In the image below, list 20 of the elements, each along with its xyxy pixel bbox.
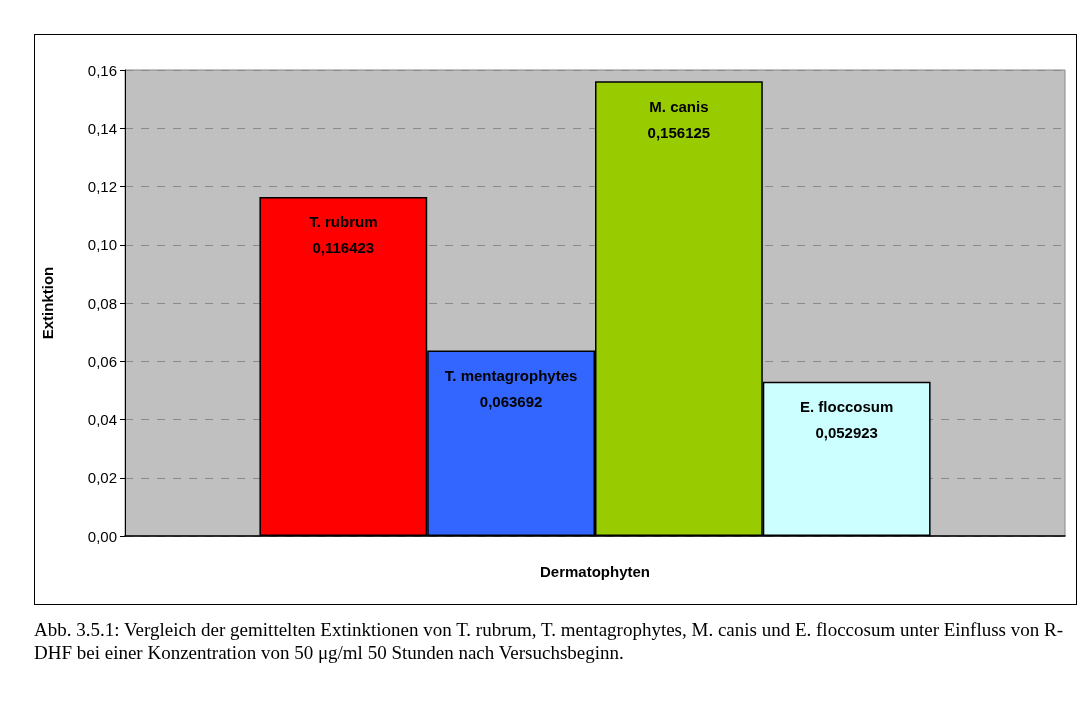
y-tick-label: 0,16 [87, 61, 117, 79]
y-tick-label: 0,04 [87, 411, 117, 428]
caption: Abb. 3.5.1: Vergleich der gemittelten Extinktionen von T. rubrum, T. mentagrophytes, M. canis und E. floccosum unter Einfluss von R-DHF bei einer Konzentration von 50 μg/ml 50 Stunden nach Versuchsbeginn. [34, 618, 1064, 664]
y-tick-label: 0,12 [87, 178, 117, 195]
series-label: M. canis [649, 97, 709, 115]
x-axis-title: Dermatophyten [539, 563, 651, 580]
y-axis-title: Extinktion [39, 266, 56, 340]
y-tick-label: 0,14 [87, 119, 117, 137]
data-label: 0,116423 [312, 239, 375, 257]
y-tick-label: 0,02 [87, 469, 117, 487]
series-label: E. floccosum [800, 398, 894, 416]
series-label: T. mentagrophytes [444, 367, 578, 384]
series-label: T. rubrum [309, 213, 378, 231]
data-label: 0,052923 [815, 424, 878, 442]
y-tick-label: 0,06 [87, 352, 117, 370]
y-tick-label: 0,08 [87, 294, 117, 312]
y-tick-label: 0,10 [87, 236, 117, 254]
data-label: 0,063692 [479, 393, 543, 410]
data-label: 0,156125 [647, 123, 711, 141]
y-tick-label: 0,00 [87, 527, 117, 545]
